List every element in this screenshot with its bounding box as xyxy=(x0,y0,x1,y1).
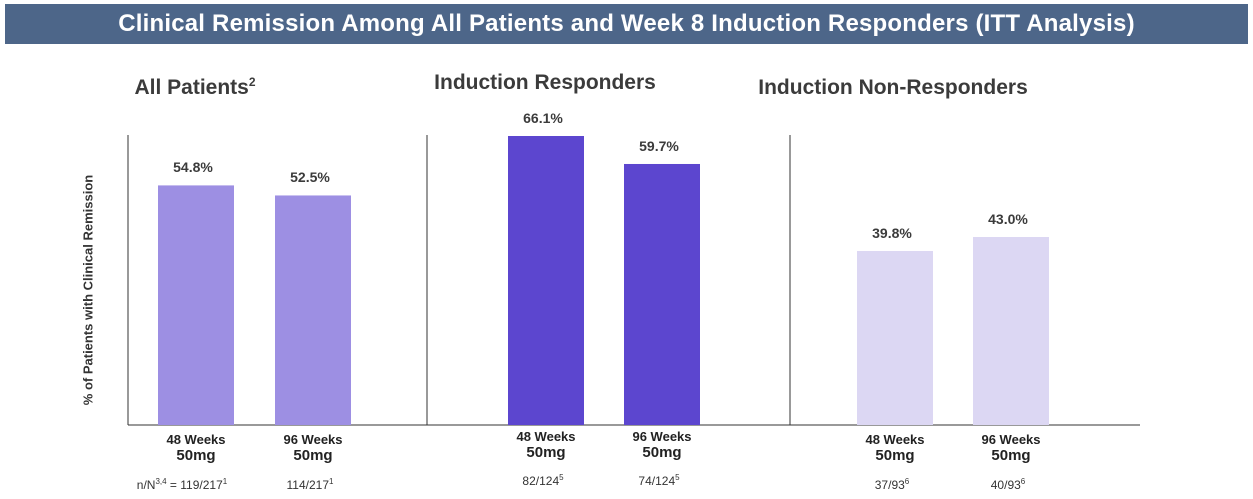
tick-period: 48 Weeks xyxy=(516,429,576,444)
sample-size-note: 40/936 xyxy=(990,477,1026,492)
panel-title-3: Induction Non-Responders xyxy=(758,76,1028,99)
tick-period: 96 Weeks xyxy=(632,429,692,444)
tick-period: 48 Weeks xyxy=(865,432,925,447)
tick-dose: 50mg xyxy=(991,447,1031,464)
footnote-marker: 1 xyxy=(329,477,334,486)
panel-title-1: All Patients2 xyxy=(134,75,256,99)
data-label: 43.0% xyxy=(988,210,1028,227)
footnote-marker: 3,4 xyxy=(155,477,167,486)
footnote-marker: 5 xyxy=(559,473,564,482)
data-label: 66.1% xyxy=(523,110,563,126)
footnote-marker: 5 xyxy=(675,473,680,482)
tick-dose: 50mg xyxy=(293,447,333,464)
data-label: 54.8% xyxy=(173,159,213,176)
footnote-marker: 1 xyxy=(222,477,228,486)
sample-size-note: 37/936 xyxy=(874,477,910,492)
x-tick-label: 48 Weeks 50mg xyxy=(166,432,225,464)
data-label: 39.8% xyxy=(872,224,912,241)
tick-period: 48 Weeks xyxy=(166,432,226,447)
tick-period: 96 Weeks xyxy=(283,432,343,447)
bar-2-2 xyxy=(624,163,700,425)
tick-dose: 50mg xyxy=(642,444,682,461)
tick-dose: 50mg xyxy=(875,447,915,464)
sample-size-note: n/N3,4 = 119/2171 xyxy=(136,477,228,492)
footnote-marker: 2 xyxy=(248,75,256,89)
x-tick-label: 48 Weeks 50mg xyxy=(865,432,924,464)
bar-2-1 xyxy=(508,136,584,425)
x-tick-label: 48 Weeks 50mg xyxy=(516,429,575,461)
tick-period: 96 Weeks xyxy=(981,432,1041,447)
x-tick-label: 96 Weeks 50mg xyxy=(981,432,1040,464)
bar-3-2 xyxy=(973,236,1049,425)
data-label: 52.5% xyxy=(290,169,330,186)
footnote-marker: 6 xyxy=(904,477,910,486)
bar-3-1 xyxy=(857,250,933,425)
chart-title: Clinical Remission Among All Patients an… xyxy=(5,4,1248,44)
sample-size-note: 114/2171 xyxy=(286,477,334,492)
x-tick-label: 96 Weeks 50mg xyxy=(632,429,691,461)
bar-1-2 xyxy=(275,195,351,425)
panel-title-2: Induction Responders xyxy=(434,71,656,94)
tick-dose: 50mg xyxy=(526,444,566,461)
data-label: 59.7% xyxy=(639,137,679,154)
footnote-marker: 6 xyxy=(1020,477,1026,486)
tick-dose: 50mg xyxy=(176,447,216,464)
sample-size-note: 74/1245 xyxy=(638,473,680,488)
sample-size-note: 82/1245 xyxy=(522,473,564,488)
bar-1-1 xyxy=(158,185,234,425)
x-tick-label: 96 Weeks 50mg xyxy=(283,432,342,464)
